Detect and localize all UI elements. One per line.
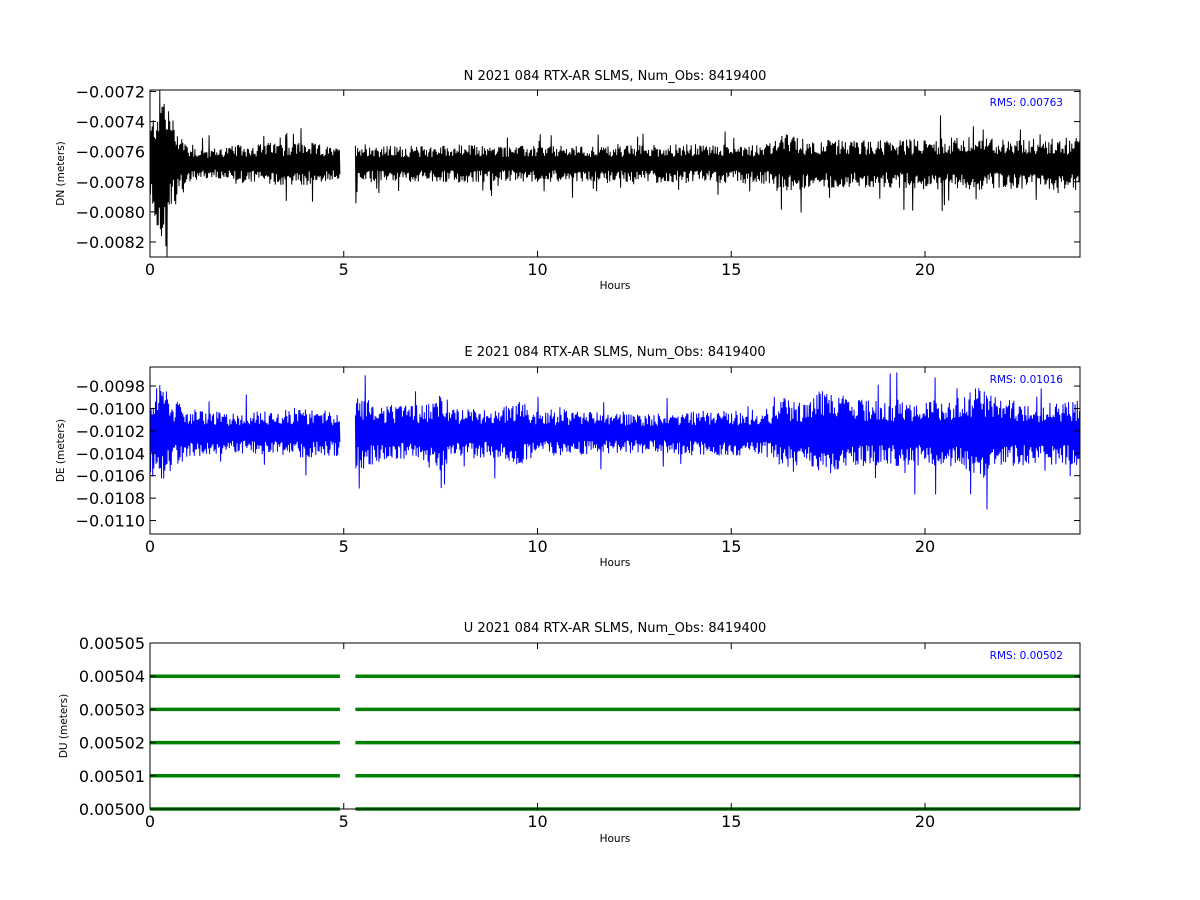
panel-n-ytick-label: −0.0082 — [76, 233, 145, 252]
panel-u-xlabel: Hours — [600, 833, 631, 845]
panel-e-ytick-label: −0.0100 — [76, 399, 145, 418]
panel-u-title: U 2021 084 RTX-AR SLMS, Num_Obs: 8419400 — [464, 621, 767, 636]
panel-e-xtick-label: 15 — [721, 537, 741, 556]
panel-e: E 2021 084 RTX-AR SLMS, Num_Obs: 8419400… — [55, 345, 1081, 569]
panel-u-ytick-label: 0.00504 — [79, 667, 145, 686]
panel-n-ylabel: DN (meters) — [55, 141, 67, 206]
panel-e-xtick-label: 5 — [339, 537, 349, 556]
panel-n-series — [149, 89, 1081, 258]
panel-u-xtick-label: 0 — [145, 812, 155, 831]
panel-n-ytick-label: −0.0080 — [76, 203, 145, 222]
panel-u-ytick-label: 0.00503 — [79, 700, 145, 719]
panel-e-axes-frame — [149, 366, 1081, 535]
panel-u-ytick-label: 0.00505 — [79, 634, 145, 653]
panel-e-ytick-label: −0.0104 — [76, 444, 145, 463]
panel-n-ytick-label: −0.0078 — [76, 173, 145, 192]
panel-e-ytick-label: −0.0106 — [76, 467, 145, 486]
panel-e-ytick-label: −0.0102 — [76, 422, 145, 441]
panel-e-xlabel: Hours — [600, 557, 631, 569]
panel-u-axes-frame — [149, 642, 1081, 810]
panel-n: N 2021 084 RTX-AR SLMS, Num_Obs: 8419400… — [55, 69, 1081, 292]
panel-n-xtick-label: 10 — [527, 260, 547, 279]
panel-e-ticks: 0 5 10 15 20 −0.0110 −0.0108 −0.0106 −0.0104 −0.0… — [76, 367, 1080, 556]
panel-e-ytick-label: −0.0110 — [76, 512, 145, 531]
panel-e-series — [149, 371, 1081, 510]
panel-e-ytick-label: −0.0098 — [76, 377, 145, 396]
panel-e-rms-label: RMS: 0.01016 — [990, 374, 1064, 386]
panel-u-xtick-label: 15 — [721, 812, 741, 831]
panel-n-rms-label: RMS: 0.00763 — [990, 97, 1063, 109]
panel-n-xtick-label: 15 — [721, 260, 741, 279]
panel-e-xtick-label: 10 — [527, 537, 547, 556]
panel-u-xtick-label: 20 — [915, 812, 935, 831]
panel-n-xlabel: Hours — [600, 280, 631, 292]
panel-n-xtick-label: 20 — [915, 260, 935, 279]
panel-u-ytick-label: 0.00500 — [79, 800, 145, 819]
panel-n-ytick-label: −0.0076 — [76, 143, 145, 162]
panel-e-ytick-label: −0.0108 — [76, 489, 145, 508]
panel-u-ylabel: DU (meters) — [58, 694, 70, 758]
panel-u-xtick-label: 10 — [527, 812, 547, 831]
panel-n-title: N 2021 084 RTX-AR SLMS, Num_Obs: 8419400 — [464, 69, 767, 84]
panel-e-xtick-label: 20 — [915, 537, 935, 556]
panel-n-ytick-label: −0.0072 — [76, 83, 145, 102]
panel-e-ylabel: DE (meters) — [55, 419, 67, 482]
panel-n-series-line-segment-2 — [354, 115, 1081, 213]
panel-u: U 2021 084 RTX-AR SLMS, Num_Obs: 8419400… — [58, 621, 1081, 845]
panel-e-title: E 2021 084 RTX-AR SLMS, Num_Obs: 8419400 — [464, 345, 765, 360]
panel-n-ytick-label: −0.0074 — [76, 113, 145, 132]
panel-n-xtick-label: 0 — [145, 260, 155, 279]
panel-u-ytick-label: 0.00501 — [79, 767, 145, 786]
panel-e-xtick-label: 0 — [145, 537, 155, 556]
panel-n-ticks: 0 5 10 15 20 −0.0082 −0.0080 −0.0078 −0.0076 −0.0… — [76, 83, 1080, 279]
panel-u-rms-label: RMS: 0.00502 — [990, 650, 1063, 662]
panel-u-ticks: 0 5 10 15 20 0.00500 0.00501 0.00502 0.00503 0.00… — [79, 634, 1080, 831]
panel-u-xtick-label: 5 — [339, 812, 349, 831]
panel-u-ytick-label: 0.00502 — [79, 734, 145, 753]
panel-n-axes-frame — [149, 89, 1081, 258]
panel-e-series-line-segment-1 — [149, 371, 341, 479]
panel-n-xtick-label: 5 — [339, 260, 349, 279]
panel-e-series-line-segment-2 — [354, 372, 1081, 510]
panel-n-series-line-segment-1 — [149, 89, 341, 258]
